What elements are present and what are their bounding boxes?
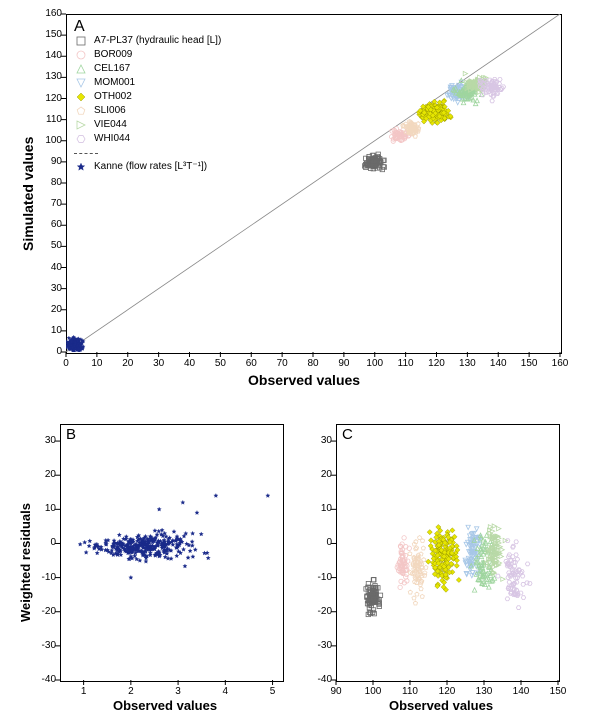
panel-a-xtick-label: 0 [56, 358, 76, 369]
panel-c-xtick-label: 90 [324, 686, 348, 697]
panel-a-ytick-label: 40 [36, 262, 62, 273]
panel-a-ytick-label: 70 [36, 198, 62, 209]
panel-a-ytick-label: 120 [36, 93, 62, 104]
panel-c-xtick-label: 120 [435, 686, 459, 697]
panel-a-xtick-label: 140 [488, 358, 508, 369]
panel-a-xtick-label: 150 [519, 358, 539, 369]
panel-a-ytick-label: 80 [36, 177, 62, 188]
panel-c-ytick-label: -20 [306, 606, 332, 617]
panel-a-ytick-label: 20 [36, 304, 62, 315]
panel-c-ytick-label: 0 [306, 537, 332, 548]
panel-b-xtick-label: 5 [265, 686, 281, 697]
panel-b-xtick-label: 1 [76, 686, 92, 697]
panel-a-ytick-label: 0 [36, 346, 62, 357]
panel-b-ytick-label: 10 [30, 503, 56, 514]
panel-a-ytick-label: 10 [36, 325, 62, 336]
panel-a-xtick-label: 40 [180, 358, 200, 369]
panel-a-ytick-label: 30 [36, 283, 62, 294]
panel-c-xtick-label: 150 [546, 686, 570, 697]
panel-a-ytick-label: 50 [36, 240, 62, 251]
panel-b-xtick-label: 3 [170, 686, 186, 697]
panel-a-xtick-label: 130 [457, 358, 477, 369]
panel-a-xtick-label: 80 [303, 358, 323, 369]
panel-a-xtick-label: 60 [241, 358, 261, 369]
panel-a-xtick-label: 70 [272, 358, 292, 369]
panel-a-xtick-label: 160 [550, 358, 570, 369]
panel-a-xtick-label: 120 [427, 358, 447, 369]
panel-b-ytick-label: -30 [30, 640, 56, 651]
panel-a-ytick-label: 60 [36, 219, 62, 230]
panel-a-xtick-label: 30 [149, 358, 169, 369]
panel-a-ytick-label: 150 [36, 29, 62, 40]
panel-a-ytick-label: 100 [36, 135, 62, 146]
panel-c-xlabel: Observed values [389, 698, 493, 713]
panel-a-ytick-label: 160 [36, 8, 62, 19]
panel-b-xlabel: Observed values [113, 698, 217, 713]
panel-a-xtick-label: 100 [365, 358, 385, 369]
panel-b-ytick-label: -20 [30, 606, 56, 617]
panel-a-ytick-label: 90 [36, 156, 62, 167]
panel-c-ytick-label: -10 [306, 572, 332, 583]
panel-c-ytick-label: 20 [306, 469, 332, 480]
panel-b-ytick-label: -40 [30, 674, 56, 685]
panel-a-xtick-label: 50 [210, 358, 230, 369]
panel-a-ytick-label: 140 [36, 50, 62, 61]
panel-c-ytick-label: -40 [306, 674, 332, 685]
panel-c-xtick-label: 130 [472, 686, 496, 697]
panel-a-xtick-label: 90 [334, 358, 354, 369]
panel-c-label: C [342, 426, 353, 443]
panel-a-ytick-label: 110 [36, 114, 62, 125]
panel-b-ytick-label: 0 [30, 537, 56, 548]
panel-a-xtick-label: 110 [396, 358, 416, 369]
panel-b-xtick-label: 2 [123, 686, 139, 697]
panel-a-xtick-label: 20 [118, 358, 138, 369]
panel-b-ytick-label: 20 [30, 469, 56, 480]
panel-c-data-layer [0, 0, 606, 694]
panel-b-xtick-label: 4 [217, 686, 233, 697]
panel-c-ytick-label: 30 [306, 435, 332, 446]
panel-c-xtick-label: 140 [509, 686, 533, 697]
panel-c-ytick-label: 10 [306, 503, 332, 514]
panel-b-ytick-label: 30 [30, 435, 56, 446]
figure-page: { "colors": { "bg": "#ffffff", "axis": "… [0, 0, 606, 694]
panel-c-xtick-label: 110 [398, 686, 422, 697]
panel-c-xtick-label: 100 [361, 686, 385, 697]
panel-c-ytick-label: -30 [306, 640, 332, 651]
panel-a-xtick-label: 10 [87, 358, 107, 369]
panel-a-ytick-label: 130 [36, 71, 62, 82]
panel-b-ytick-label: -10 [30, 572, 56, 583]
